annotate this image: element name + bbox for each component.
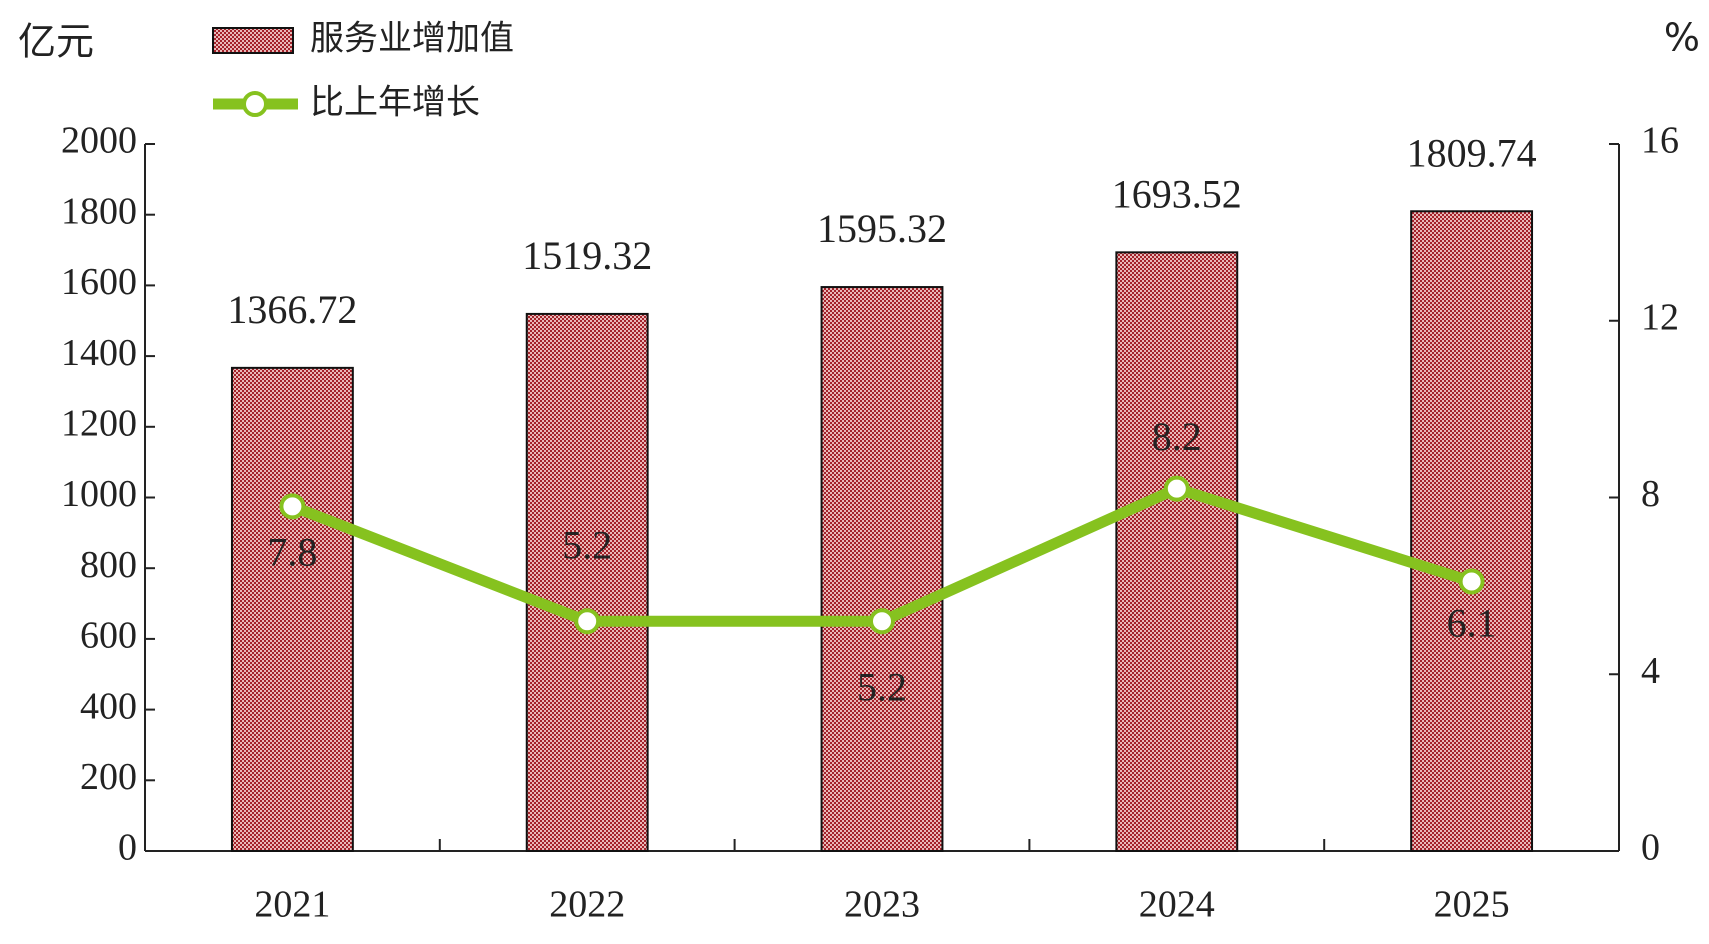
- line-value-label: 7.8: [267, 530, 317, 575]
- legend-label: 服务业增加值: [310, 19, 514, 59]
- bar: [1115, 251, 1239, 852]
- bar-value-label: 1519.32: [522, 233, 652, 278]
- bar-value-label: 1595.32: [817, 206, 947, 251]
- line-marker: [279, 493, 306, 520]
- y2-tick-label: 16: [1641, 120, 1679, 162]
- legend-marker: [242, 91, 268, 117]
- y2-tick-label: 0: [1641, 827, 1660, 869]
- y-tick-label: 800: [80, 544, 137, 586]
- line-value-label: 5.2: [562, 522, 612, 567]
- x-tick-label: 2025: [1434, 884, 1510, 926]
- y-tick-label: 1200: [61, 403, 137, 445]
- y-tick-label: 2000: [61, 120, 137, 162]
- y-tick-label: 0: [118, 827, 137, 869]
- y2-tick-label: 8: [1641, 473, 1660, 515]
- bar: [230, 366, 354, 852]
- y2-tick-label: 4: [1641, 650, 1660, 692]
- y2-tick-label: 12: [1641, 296, 1679, 338]
- y-tick-label: 400: [80, 685, 137, 727]
- x-tick-label: 2022: [549, 884, 625, 926]
- x-tick-label: 2021: [254, 884, 330, 926]
- bar: [525, 312, 649, 852]
- y-tick-label: 200: [80, 756, 137, 798]
- bar-value-label: 1809.74: [1407, 130, 1537, 175]
- legend-label: 比上年增长: [310, 83, 480, 123]
- x-tick-label: 2023: [844, 884, 920, 926]
- line-marker: [1458, 568, 1485, 595]
- bar: [820, 286, 944, 852]
- y2-axis-label: %: [1664, 16, 1700, 60]
- y-tick-label: 1400: [61, 332, 137, 374]
- line-marker: [574, 608, 601, 635]
- y-tick-label: 1000: [61, 473, 137, 515]
- line-value-label: 6.1: [1447, 601, 1497, 646]
- x-tick-label: 2024: [1139, 884, 1215, 926]
- y-tick-label: 1600: [61, 261, 137, 303]
- legend-swatch: [212, 27, 294, 54]
- bar: [1410, 210, 1534, 853]
- bar-value-label: 1693.52: [1112, 172, 1242, 217]
- line-value-label: 5.2: [857, 664, 907, 709]
- line-value-label: 8.2: [1152, 414, 1202, 459]
- y-tick-label: 600: [80, 615, 137, 657]
- y-tick-label: 1800: [61, 190, 137, 232]
- line-marker: [1163, 475, 1190, 502]
- y-axis-label: 亿元: [18, 20, 94, 64]
- line-marker: [869, 608, 895, 635]
- bar-value-label: 1366.72: [227, 287, 357, 332]
